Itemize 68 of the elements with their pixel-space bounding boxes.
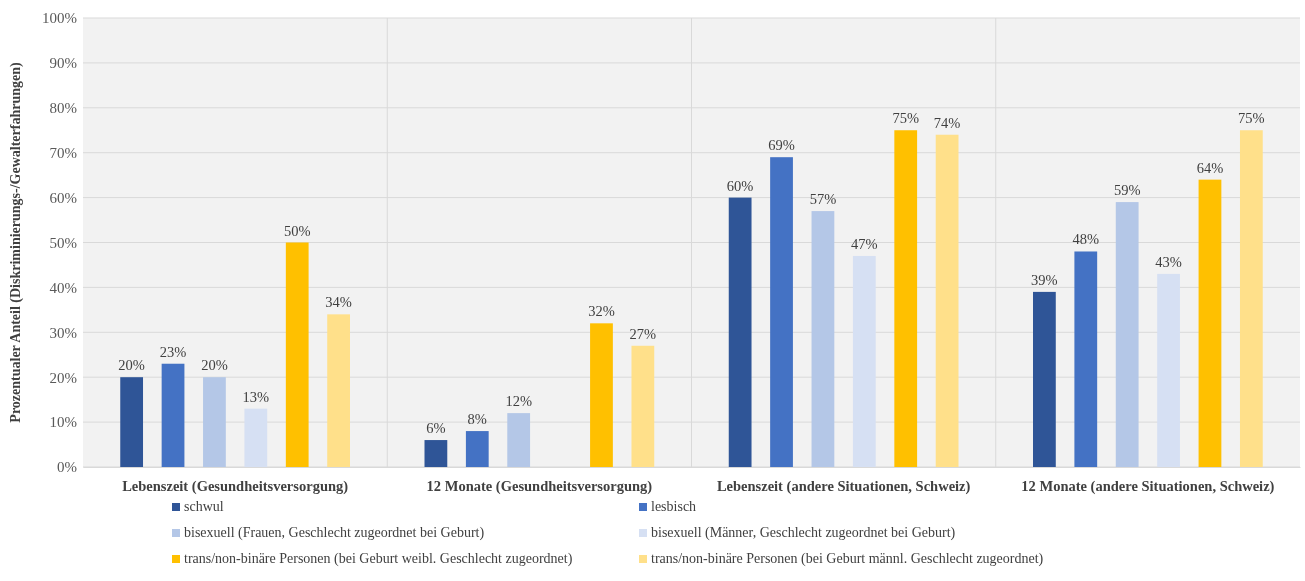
y-tick-label: 70% xyxy=(49,145,77,161)
data-label: 43% xyxy=(1155,253,1182,270)
data-label: 75% xyxy=(892,110,920,127)
legend-label: schwul xyxy=(184,499,224,514)
y-tick-label: 0% xyxy=(57,459,77,476)
data-label: 50% xyxy=(283,222,311,239)
data-label: 20% xyxy=(118,357,145,374)
data-label: 12% xyxy=(505,393,532,410)
data-label: 47% xyxy=(851,235,878,252)
y-tick-label: 100% xyxy=(42,10,77,27)
data-label: 75% xyxy=(1238,110,1265,127)
bar xyxy=(465,431,489,467)
data-label: 39% xyxy=(1031,271,1058,288)
y-tick-label: 10% xyxy=(49,414,77,431)
data-label: 6% xyxy=(426,420,446,437)
bar xyxy=(285,242,309,467)
data-label: 74% xyxy=(933,114,961,131)
data-label: 27% xyxy=(629,325,657,342)
data-label: 59% xyxy=(1113,182,1141,199)
y-axis-title: Prozentualer Anteil (Diskriminierungs-/Gewalterfahrungen) xyxy=(8,62,24,423)
x-tick-label: 12 Monate (Gesundheitsversorgung) xyxy=(426,478,653,496)
bar xyxy=(1239,130,1263,467)
bar xyxy=(1157,273,1180,467)
legend-label: lesbisch xyxy=(651,499,697,514)
data-label: 34% xyxy=(325,294,352,311)
data-label: 64% xyxy=(1196,159,1224,176)
bar xyxy=(327,314,350,467)
bar xyxy=(1198,179,1222,467)
legend-label: trans/non-binäre Personen (bei Geburt weibl. Geschlecht zugeordnet) xyxy=(184,551,573,567)
data-label: 69% xyxy=(768,137,795,154)
y-tick-label: 60% xyxy=(49,189,77,206)
x-tick-label: 12 Monate (andere Situationen, Schweiz) xyxy=(1021,478,1275,496)
y-tick-label: 80% xyxy=(49,100,77,117)
bar xyxy=(244,408,268,467)
data-label: 60% xyxy=(726,177,754,194)
bar xyxy=(507,413,531,467)
bar xyxy=(424,440,448,467)
data-label: 57% xyxy=(809,191,837,208)
bar xyxy=(728,197,752,467)
data-label: 23% xyxy=(159,343,187,360)
data-label: 20% xyxy=(201,357,228,374)
bar xyxy=(894,130,918,467)
y-tick-label: 40% xyxy=(49,279,77,296)
x-tick-label: Lebenszeit (andere Situationen, Schweiz) xyxy=(716,478,971,496)
legend-label: bisexuell (Frauen, Geschlecht zugeordnet bei Geburt) xyxy=(184,525,485,541)
bar xyxy=(120,377,144,467)
data-label: 48% xyxy=(1072,231,1100,248)
y-tick-label: 20% xyxy=(49,369,77,386)
bar xyxy=(852,255,876,467)
y-tick-label: 90% xyxy=(49,55,77,72)
bar xyxy=(1074,251,1098,467)
bar xyxy=(770,157,793,467)
legend-label: bisexuell (Männer, Geschlecht zugeordnet bei Geburt) xyxy=(651,525,956,541)
bar xyxy=(1115,202,1139,467)
bar xyxy=(590,323,613,467)
data-label: 13% xyxy=(242,388,270,405)
bar xyxy=(203,377,226,467)
data-label: 8% xyxy=(467,411,487,428)
bar xyxy=(935,134,959,467)
bar xyxy=(1033,291,1056,467)
x-tick-label: Lebenszeit (Gesundheitsversorgung) xyxy=(122,478,349,496)
y-tick-label: 50% xyxy=(49,234,77,251)
legend-label: trans/non-binäre Personen (bei Geburt männl. Geschlecht zugeordnet) xyxy=(651,551,1044,567)
bar xyxy=(161,363,185,467)
bar xyxy=(811,211,835,467)
data-label: 32% xyxy=(588,303,615,320)
bar xyxy=(631,345,655,467)
y-tick-label: 30% xyxy=(49,324,77,341)
